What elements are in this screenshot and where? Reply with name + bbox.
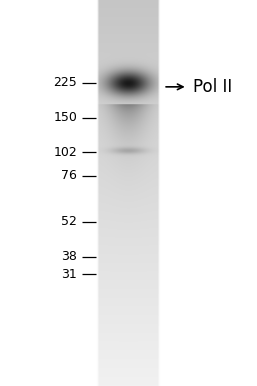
Text: 38: 38 bbox=[61, 250, 77, 263]
Text: 150: 150 bbox=[53, 111, 77, 124]
Text: Pol II: Pol II bbox=[193, 78, 232, 96]
Text: 225: 225 bbox=[53, 76, 77, 90]
Text: 76: 76 bbox=[61, 169, 77, 182]
Text: 102: 102 bbox=[53, 146, 77, 159]
Text: 31: 31 bbox=[61, 267, 77, 281]
Text: 52: 52 bbox=[61, 215, 77, 229]
